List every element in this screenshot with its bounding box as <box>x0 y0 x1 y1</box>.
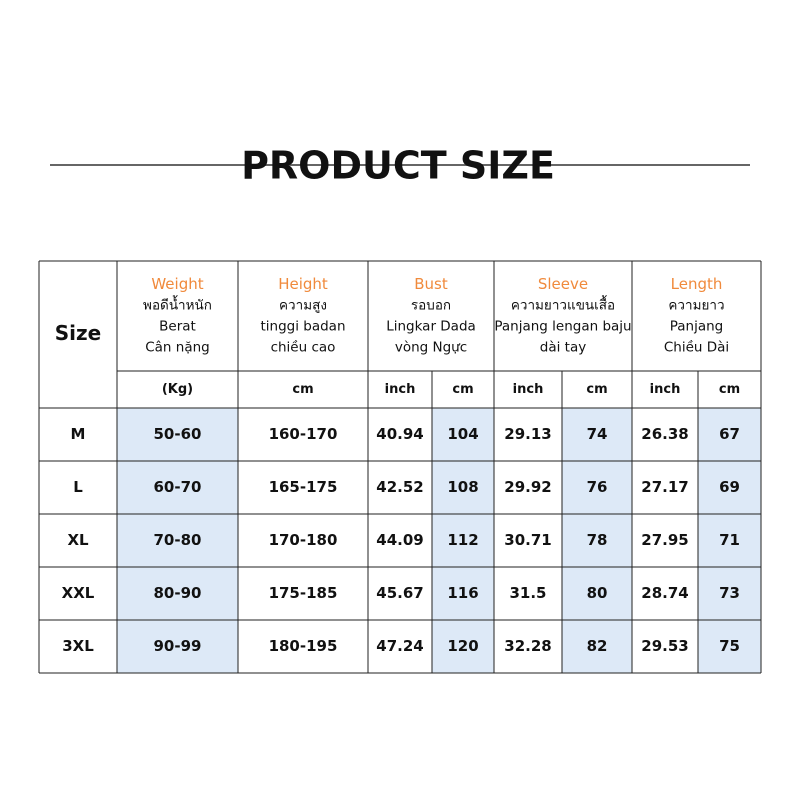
table-cell: 32.28 <box>504 637 551 655</box>
column-subtitle: Chiều Dài <box>664 339 729 356</box>
column-subtitle: tinggi badan <box>260 319 345 335</box>
column-subtitle: พอดีน้ำหนัก <box>143 295 212 314</box>
cell-shade <box>117 408 238 461</box>
table-cell: 44.09 <box>376 531 423 549</box>
cell-shade <box>117 567 238 620</box>
table-cell: 69 <box>719 478 740 496</box>
table-cell: 60-70 <box>154 478 202 496</box>
table-cell: 82 <box>587 637 608 655</box>
table-cell: 29.92 <box>504 478 551 496</box>
table-cell: 104 <box>447 425 478 443</box>
cell-shade <box>432 408 494 461</box>
cell-shade <box>432 514 494 567</box>
table-cell: XL <box>67 531 89 549</box>
size-label: Size <box>55 321 101 345</box>
unit-label: inch <box>513 382 544 397</box>
column-subtitle: Lingkar Dada <box>386 319 476 335</box>
unit-label: cm <box>292 382 313 397</box>
table-cell: 180-195 <box>269 637 338 655</box>
cell-shade <box>698 408 761 461</box>
column-name: Length <box>671 275 723 293</box>
table-cell: 50-60 <box>154 425 202 443</box>
column-subtitle: chiều cao <box>271 339 336 356</box>
cell-shade <box>432 461 494 514</box>
column-subtitle: Cân nặng <box>145 340 210 356</box>
title: PRODUCT SIZE <box>241 144 555 188</box>
unit-label: cm <box>586 382 607 397</box>
column-name: Bust <box>414 275 448 293</box>
table-cell: 165-175 <box>269 478 338 496</box>
cell-shade <box>562 620 632 673</box>
column-subtitle: ความยาวแขนเสื้อ <box>511 295 615 314</box>
table-cell: 3XL <box>62 637 94 655</box>
unit-label: inch <box>385 382 416 397</box>
cell-shade <box>562 567 632 620</box>
table-cell: 170-180 <box>269 531 338 549</box>
table-cell: 28.74 <box>641 584 688 602</box>
column-subtitle: Panjang lengan baju <box>494 319 631 335</box>
cell-shade <box>117 620 238 673</box>
table-cell: 67 <box>719 425 740 443</box>
table-cell: 29.13 <box>504 425 551 443</box>
table-cell: 29.53 <box>641 637 688 655</box>
table-cell: 90-99 <box>154 637 202 655</box>
table-cell: 70-80 <box>154 531 202 549</box>
table-cell: M <box>71 425 86 443</box>
unit-label: cm <box>719 382 740 397</box>
unit-label: (Kg) <box>162 382 193 397</box>
table-cell: 74 <box>587 425 608 443</box>
table-cell: 76 <box>587 478 608 496</box>
cell-shade <box>562 408 632 461</box>
column-subtitle: ความยาว <box>668 298 724 314</box>
table-cell: 108 <box>447 478 478 496</box>
cell-shade <box>562 514 632 567</box>
table-cell: 78 <box>587 531 608 549</box>
table-cell: 116 <box>447 584 478 602</box>
column-subtitle: ความสูง <box>279 298 327 314</box>
cell-shade <box>698 514 761 567</box>
table-cell: 40.94 <box>376 425 423 443</box>
column-name: Weight <box>151 275 203 293</box>
column-subtitle: รอบอก <box>411 298 451 314</box>
column-name: Height <box>278 275 328 293</box>
table-cell: 26.38 <box>641 425 688 443</box>
table-cell: 42.52 <box>376 478 423 496</box>
table-cell: 75 <box>719 637 740 655</box>
table-cell: 47.24 <box>376 637 423 655</box>
table-cell: 27.95 <box>641 531 688 549</box>
cell-shade <box>562 461 632 514</box>
column-subtitle: vòng Ngực <box>395 340 467 356</box>
table-cell: 45.67 <box>376 584 423 602</box>
table-cell: 112 <box>447 531 478 549</box>
unit-label: cm <box>452 382 473 397</box>
cell-shade <box>698 567 761 620</box>
cell-shade <box>698 461 761 514</box>
table-cell: 31.5 <box>509 584 546 602</box>
column-subtitle: dài tay <box>540 340 586 356</box>
cell-shade <box>698 620 761 673</box>
table-cell: XXL <box>62 584 95 602</box>
table-cell: 160-170 <box>269 425 338 443</box>
table-cell: L <box>73 478 83 496</box>
column-subtitle: Berat <box>159 319 196 335</box>
table-cell: 80 <box>587 584 608 602</box>
table-cell: 175-185 <box>269 584 338 602</box>
table-cell: 30.71 <box>504 531 551 549</box>
cell-shade <box>117 514 238 567</box>
table-cell: 27.17 <box>641 478 688 496</box>
table-cell: 80-90 <box>154 584 202 602</box>
table-cell: 71 <box>719 531 740 549</box>
cell-shade <box>117 461 238 514</box>
cell-shade <box>432 620 494 673</box>
unit-label: inch <box>650 382 681 397</box>
column-name: Sleeve <box>538 275 588 293</box>
column-subtitle: Panjang <box>670 319 724 335</box>
table-cell: 73 <box>719 584 740 602</box>
table-cell: 120 <box>447 637 478 655</box>
cell-shade <box>432 567 494 620</box>
